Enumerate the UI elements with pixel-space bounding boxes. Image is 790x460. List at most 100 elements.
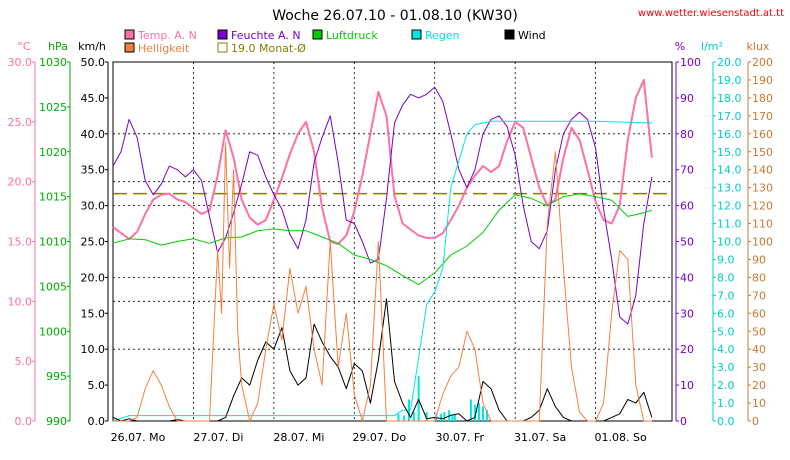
rain-bar (469, 399, 472, 421)
lux-tick-label: 160 (752, 128, 773, 141)
press-tick-label: 1000 (39, 325, 67, 338)
rain-tick-label: 4.0 (717, 343, 735, 356)
hum-tick-label: 30 (680, 307, 694, 320)
series-line-luftdruck (112, 193, 653, 286)
wind-tick-label: 15.0 (81, 307, 106, 320)
hum-tick-label: 40 (680, 271, 694, 284)
rain-bar (443, 412, 446, 421)
wind-tick-label: 25.0 (81, 236, 106, 249)
legend-label: Helligkeit (138, 42, 190, 55)
rain-bar (453, 413, 456, 421)
lux-tick-label: 190 (752, 74, 773, 87)
press-tick-label: 1025 (39, 101, 67, 114)
rain-tick-label: 0.0 (717, 415, 735, 428)
temp-tick-label: 30.0 (8, 56, 33, 69)
x-tick-label: 28.07. Mi (273, 431, 324, 444)
lux-tick-label: 110 (752, 218, 773, 231)
legend-label: Feuchte A. N (231, 29, 301, 42)
temp-tick-label: 5.0 (15, 355, 33, 368)
rain-tick-label: 1.0 (717, 397, 735, 410)
rain-tick-label: 17.0 (717, 110, 742, 123)
hum-tick-label: 70 (680, 164, 694, 177)
lux-tick-label: 50 (752, 325, 766, 338)
press-tick-label: 1020 (39, 146, 67, 159)
axes-layer: °C0.05.010.015.020.025.030.0hPa990995100… (8, 40, 774, 444)
lux-tick-label: 80 (752, 271, 766, 284)
x-tick-label: 27.07. Di (193, 431, 243, 444)
wind-tick-label: 50.0 (81, 56, 106, 69)
legend-label: 19.0 Monat-Ø (231, 42, 306, 55)
lux-tick-label: 90 (752, 253, 766, 266)
rain-bar (486, 410, 489, 421)
press-tick-label: 1005 (39, 280, 67, 293)
wind-tick-label: 0.0 (88, 415, 106, 428)
rain-tick-label: 20.0 (717, 56, 742, 69)
lux-tick-label: 10 (752, 397, 766, 410)
x-tick-label: 31.07. Sa (514, 431, 566, 444)
wind-tick-label: 40.0 (81, 128, 106, 141)
temp-unit-label: °C (17, 40, 31, 53)
wind-tick-label: 30.0 (81, 200, 106, 213)
legend-swatch (312, 29, 323, 40)
rain-tick-label: 7.0 (717, 289, 735, 302)
plot-frame (112, 61, 673, 422)
legend-swatch (217, 29, 228, 40)
temp-tick-label: 25.0 (8, 116, 33, 129)
lux-tick-label: 130 (752, 182, 773, 195)
rain-bar (397, 413, 400, 421)
series-line-feuchte-a-n (112, 86, 653, 325)
press-unit-label: hPa (48, 40, 68, 53)
temp-tick-label: 0.0 (15, 415, 33, 428)
rain-tick-label: 16.0 (717, 128, 742, 141)
lux-tick-label: 120 (752, 200, 773, 213)
rain-bar (477, 403, 480, 421)
legend-swatch (124, 29, 135, 40)
rain-tick-label: 15.0 (717, 146, 742, 159)
wind-tick-label: 45.0 (81, 92, 106, 105)
rain-bar (403, 415, 406, 421)
press-tick-label: 995 (46, 370, 67, 383)
wind-tick-label: 10.0 (81, 343, 106, 356)
series-line-regen (112, 120, 652, 422)
lux-tick-label: 180 (752, 92, 773, 105)
source-link[interactable]: www.wetter.wiesenstadt.at.tt (638, 8, 784, 19)
lux-unit-label: klux (747, 40, 770, 53)
lux-tick-label: 0 (752, 415, 759, 428)
rain-bar (440, 413, 443, 421)
lux-tick-label: 30 (752, 361, 766, 374)
legend-label: Temp. A. N (137, 29, 197, 42)
series-line-helligkeit (113, 142, 652, 422)
lux-tick-label: 200 (752, 56, 773, 69)
legend-label: Wind (518, 29, 546, 42)
rain-bar (451, 415, 454, 421)
lux-tick-label: 140 (752, 164, 773, 177)
rain-unit-label: l/m² (701, 40, 723, 53)
lux-tick-label: 60 (752, 307, 766, 320)
rain-tick-label: 13.0 (717, 182, 742, 195)
rain-tick-label: 2.0 (717, 379, 735, 392)
rain-tick-label: 12.0 (717, 200, 742, 213)
rain-bar (473, 404, 476, 421)
lux-tick-label: 40 (752, 343, 766, 356)
hum-tick-label: 80 (680, 128, 694, 141)
rain-tick-label: 8.0 (717, 271, 735, 284)
legend-swatch (124, 42, 135, 53)
legend-label: Luftdruck (326, 29, 378, 42)
lux-tick-label: 70 (752, 289, 766, 302)
rain-tick-label: 14.0 (717, 164, 742, 177)
rain-bar (407, 399, 410, 421)
rain-tick-label: 11.0 (717, 218, 742, 231)
series-line-temp-a-n (112, 78, 653, 245)
wind-tick-label: 5.0 (88, 379, 106, 392)
legend-label: Regen (425, 29, 460, 42)
hum-tick-label: 20 (680, 343, 694, 356)
x-tick-label: 26.07. Mo (111, 431, 166, 444)
rain-bar (425, 412, 428, 421)
rain-tick-label: 5.0 (717, 325, 735, 338)
lux-tick-label: 150 (752, 146, 773, 159)
rain-tick-label: 10.0 (717, 236, 742, 249)
rain-bar (417, 376, 420, 421)
wind-tick-label: 20.0 (81, 271, 106, 284)
hum-tick-label: 90 (680, 92, 694, 105)
series-layer (112, 78, 653, 422)
